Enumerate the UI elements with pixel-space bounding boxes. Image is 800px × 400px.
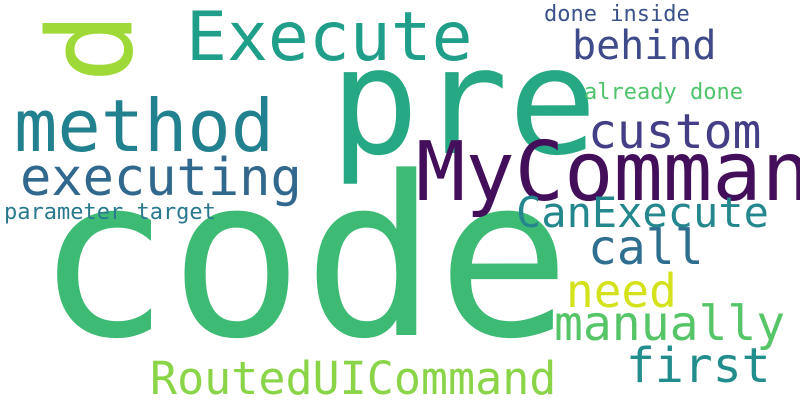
word-already-done: already done: [584, 80, 743, 105]
word-code: code: [36, 130, 571, 388]
word-call: call: [588, 220, 704, 276]
word-first: first: [626, 338, 771, 394]
word-behind: behind: [572, 23, 717, 69]
word-done-inside: done inside: [544, 2, 690, 27]
word-canexecute: CanExecute: [516, 188, 769, 237]
word-mycommand: MyCommand: [416, 125, 800, 220]
word-executing: executing: [20, 148, 302, 208]
word-routeduicommand: RoutedUICommand: [150, 352, 557, 400]
word-need: need: [566, 264, 677, 318]
word-pre: pre: [330, 16, 598, 188]
word-custom: custom: [588, 104, 762, 160]
word-parameter-target: parameter target: [4, 200, 216, 225]
word-method: method: [14, 84, 275, 168]
word-execute: Execute: [186, 0, 473, 77]
word-manually: manually: [554, 296, 786, 352]
word-p: p: [39, 12, 177, 84]
